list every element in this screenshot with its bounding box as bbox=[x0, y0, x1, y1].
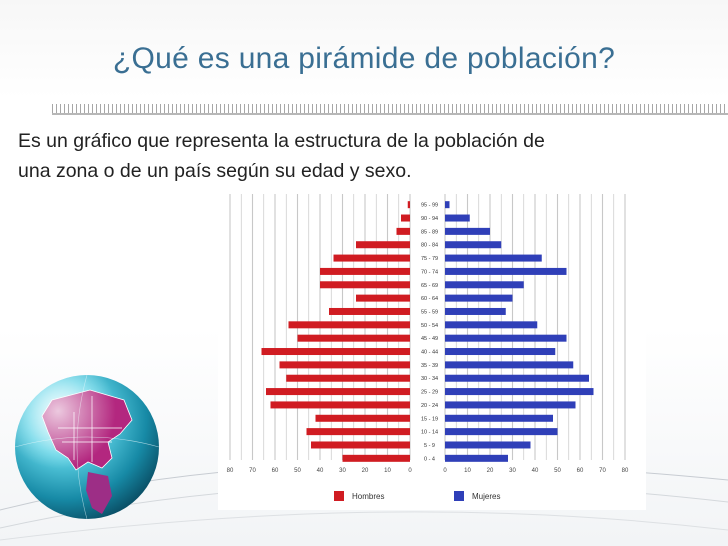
x-tick-label: 70 bbox=[599, 468, 606, 474]
bar-hombres bbox=[311, 441, 410, 449]
bar-mujeres bbox=[445, 254, 542, 262]
bar-hombres bbox=[356, 294, 410, 302]
chart-bars bbox=[261, 201, 594, 462]
age-group-label: 70 - 74 bbox=[421, 269, 438, 275]
x-tick-label: 40 bbox=[532, 468, 539, 474]
bar-hombres bbox=[329, 307, 410, 315]
bar-hombres bbox=[401, 214, 410, 222]
population-pyramid-chart: 95 - 99 90 - 94 85 - 89 80 - 84 75 - 79 70 - … bbox=[218, 190, 646, 510]
age-group-label: 5 - 9 bbox=[424, 443, 435, 449]
x-tick-label: 40 bbox=[317, 468, 324, 474]
bar-hombres bbox=[261, 348, 410, 356]
legend-label-mujeres: Mujeres bbox=[472, 492, 500, 501]
bar-hombres bbox=[288, 321, 410, 329]
bar-mujeres bbox=[445, 414, 553, 422]
legend-swatch-hombres bbox=[334, 491, 344, 501]
age-group-label: 20 - 24 bbox=[421, 403, 438, 409]
age-group-label: 75 - 79 bbox=[421, 256, 438, 262]
x-tick-label: 0 bbox=[408, 468, 412, 474]
age-group-label: 0 - 4 bbox=[424, 456, 435, 462]
age-group-label: 25 - 29 bbox=[421, 390, 438, 396]
globe-icon bbox=[12, 372, 162, 522]
bar-hombres bbox=[266, 388, 410, 396]
bar-mujeres bbox=[445, 241, 502, 249]
age-group-label: 10 - 14 bbox=[421, 430, 438, 436]
body-text-line-2: una zona o de un país según su edad y se… bbox=[18, 160, 412, 182]
bar-mujeres bbox=[445, 267, 567, 275]
age-group-label: 45 - 49 bbox=[421, 336, 438, 342]
legend-swatch-mujeres bbox=[454, 491, 464, 501]
bar-mujeres bbox=[445, 321, 538, 329]
bar-hombres bbox=[315, 414, 410, 422]
bar-mujeres bbox=[445, 441, 531, 449]
x-tick-label: 60 bbox=[272, 468, 279, 474]
bar-hombres bbox=[396, 227, 410, 235]
bar-mujeres bbox=[445, 454, 508, 462]
bar-hombres bbox=[270, 401, 410, 409]
bar-hombres bbox=[342, 454, 410, 462]
x-tick-label: 30 bbox=[339, 468, 346, 474]
slide-body-text: Es un gráfico que representa la estructu… bbox=[18, 126, 718, 186]
bar-hombres bbox=[286, 374, 410, 382]
x-tick-label: 70 bbox=[249, 468, 256, 474]
axis-tick-labels: 80 70 60 50 40 30 20 10 0 0 10 20 30 40 50 60 70 80 bbox=[227, 468, 629, 474]
age-group-label: 15 - 19 bbox=[421, 416, 438, 422]
bar-mujeres bbox=[445, 361, 574, 369]
divider bbox=[52, 113, 728, 115]
x-tick-label: 50 bbox=[294, 468, 301, 474]
bar-hombres bbox=[320, 281, 410, 289]
chart-legend: Hombres Mujeres bbox=[334, 491, 500, 501]
age-group-label: 60 - 64 bbox=[421, 296, 438, 302]
slide-title: ¿Qué es una pirámide de población? bbox=[112, 42, 616, 75]
age-group-label: 90 - 94 bbox=[421, 216, 438, 222]
x-tick-label: 80 bbox=[227, 468, 234, 474]
age-group-label: 65 - 69 bbox=[421, 283, 438, 289]
bar-mujeres bbox=[445, 388, 594, 396]
bar-mujeres bbox=[445, 281, 524, 289]
body-text-line-1: Es un gráfico que representa la estructu… bbox=[18, 130, 545, 152]
bar-hombres bbox=[279, 361, 410, 369]
chart-svg: 95 - 99 90 - 94 85 - 89 80 - 84 75 - 79 70 - … bbox=[227, 194, 629, 501]
age-group-label: 95 - 99 bbox=[421, 203, 438, 209]
bar-hombres bbox=[306, 428, 410, 436]
bar-mujeres bbox=[445, 348, 556, 356]
x-tick-label: 0 bbox=[443, 468, 447, 474]
age-group-label: 40 - 44 bbox=[421, 350, 438, 356]
bar-mujeres bbox=[445, 374, 589, 382]
bar-mujeres bbox=[445, 307, 506, 315]
bar-hombres bbox=[320, 267, 410, 275]
legend-label-hombres: Hombres bbox=[352, 492, 384, 501]
bar-mujeres bbox=[445, 401, 576, 409]
bar-mujeres bbox=[445, 428, 558, 436]
x-tick-label: 30 bbox=[509, 468, 516, 474]
x-tick-label: 20 bbox=[487, 468, 494, 474]
age-group-label: 85 - 89 bbox=[421, 229, 438, 235]
age-group-label: 50 - 54 bbox=[421, 323, 438, 329]
age-group-labels: 95 - 99 90 - 94 85 - 89 80 - 84 75 - 79 70 - … bbox=[421, 203, 438, 463]
bar-hombres bbox=[297, 334, 410, 342]
bar-hombres bbox=[407, 201, 410, 209]
ruler-decoration bbox=[52, 104, 728, 113]
bar-mujeres bbox=[445, 201, 450, 209]
x-tick-label: 10 bbox=[464, 468, 471, 474]
bar-hombres bbox=[356, 241, 410, 249]
age-group-label: 35 - 39 bbox=[421, 363, 438, 369]
bar-mujeres bbox=[445, 227, 490, 235]
age-group-label: 30 - 34 bbox=[421, 376, 438, 382]
age-group-label: 80 - 84 bbox=[421, 243, 438, 249]
x-tick-label: 80 bbox=[622, 468, 629, 474]
x-tick-label: 50 bbox=[554, 468, 561, 474]
x-tick-label: 10 bbox=[384, 468, 391, 474]
bar-mujeres bbox=[445, 334, 567, 342]
age-group-label: 55 - 59 bbox=[421, 309, 438, 315]
bar-mujeres bbox=[445, 294, 513, 302]
x-tick-label: 20 bbox=[362, 468, 369, 474]
bar-mujeres bbox=[445, 214, 470, 222]
x-tick-label: 60 bbox=[577, 468, 584, 474]
bar-hombres bbox=[333, 254, 410, 262]
